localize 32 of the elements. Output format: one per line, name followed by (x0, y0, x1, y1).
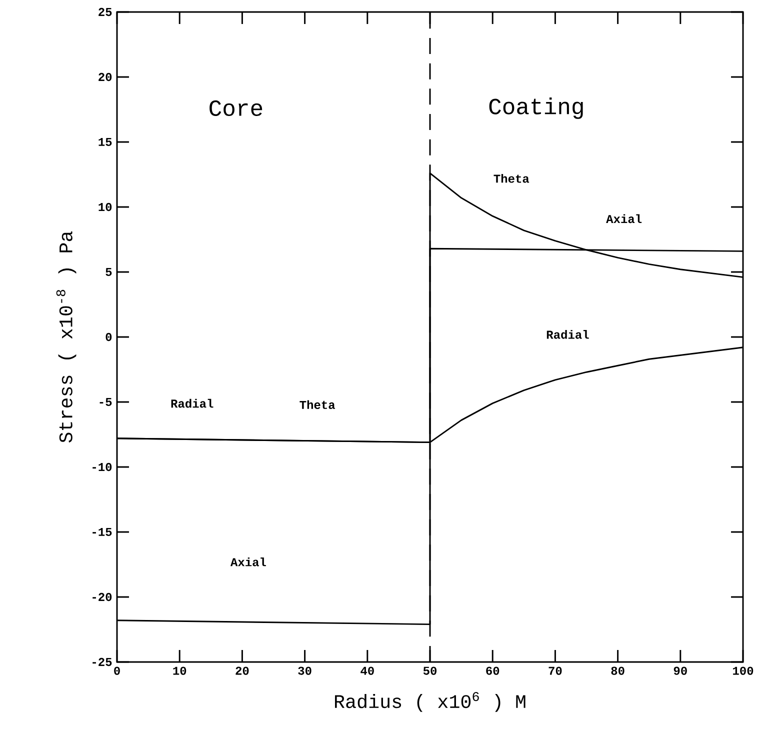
annotation: Radial (546, 330, 589, 339)
x-tick-label: 0 (114, 666, 120, 675)
y-tick-label: -10 (92, 462, 112, 472)
y-tick-label: -15 (92, 528, 112, 536)
annotation: Theta (494, 174, 530, 183)
y-tick-label: -25 (92, 658, 112, 666)
annotation: Theta (300, 400, 336, 410)
x-tick-label: 40 (360, 666, 374, 675)
y-tick-label: 10 (98, 202, 112, 212)
x-tick-label: 50 (423, 666, 437, 675)
y-tick-label: 15 (98, 138, 112, 146)
x-tick-label: 100 (733, 666, 754, 675)
y-tick-label: 20 (98, 72, 112, 82)
y-tick-label: -20 (92, 592, 112, 602)
annotation: Core (210, 100, 262, 116)
y-tick-label: 0 (106, 332, 112, 342)
annotation: Coating (489, 97, 583, 119)
y-tick-label: 5 (106, 268, 112, 276)
text: Radius ( x10$^{6}$ ) M (335, 692, 526, 712)
x-tick-label: 90 (674, 666, 687, 675)
annotation: Axial (230, 557, 266, 566)
x-tick-label: 10 (173, 666, 186, 675)
x-tick-label: 20 (236, 666, 249, 675)
x-tick-label: 80 (611, 666, 624, 675)
annotation: Axial (606, 214, 642, 224)
x-tick-label: 60 (486, 666, 500, 675)
x-tick-label: 30 (298, 666, 312, 675)
x-tick-label: 70 (548, 666, 562, 675)
annotation: Radial (171, 398, 214, 408)
y-tick-label: -5 (100, 398, 112, 406)
y-tick-label: 25 (98, 8, 112, 16)
text: Stress ( x10$^{-8}$ ) Pa (56, 231, 76, 443)
